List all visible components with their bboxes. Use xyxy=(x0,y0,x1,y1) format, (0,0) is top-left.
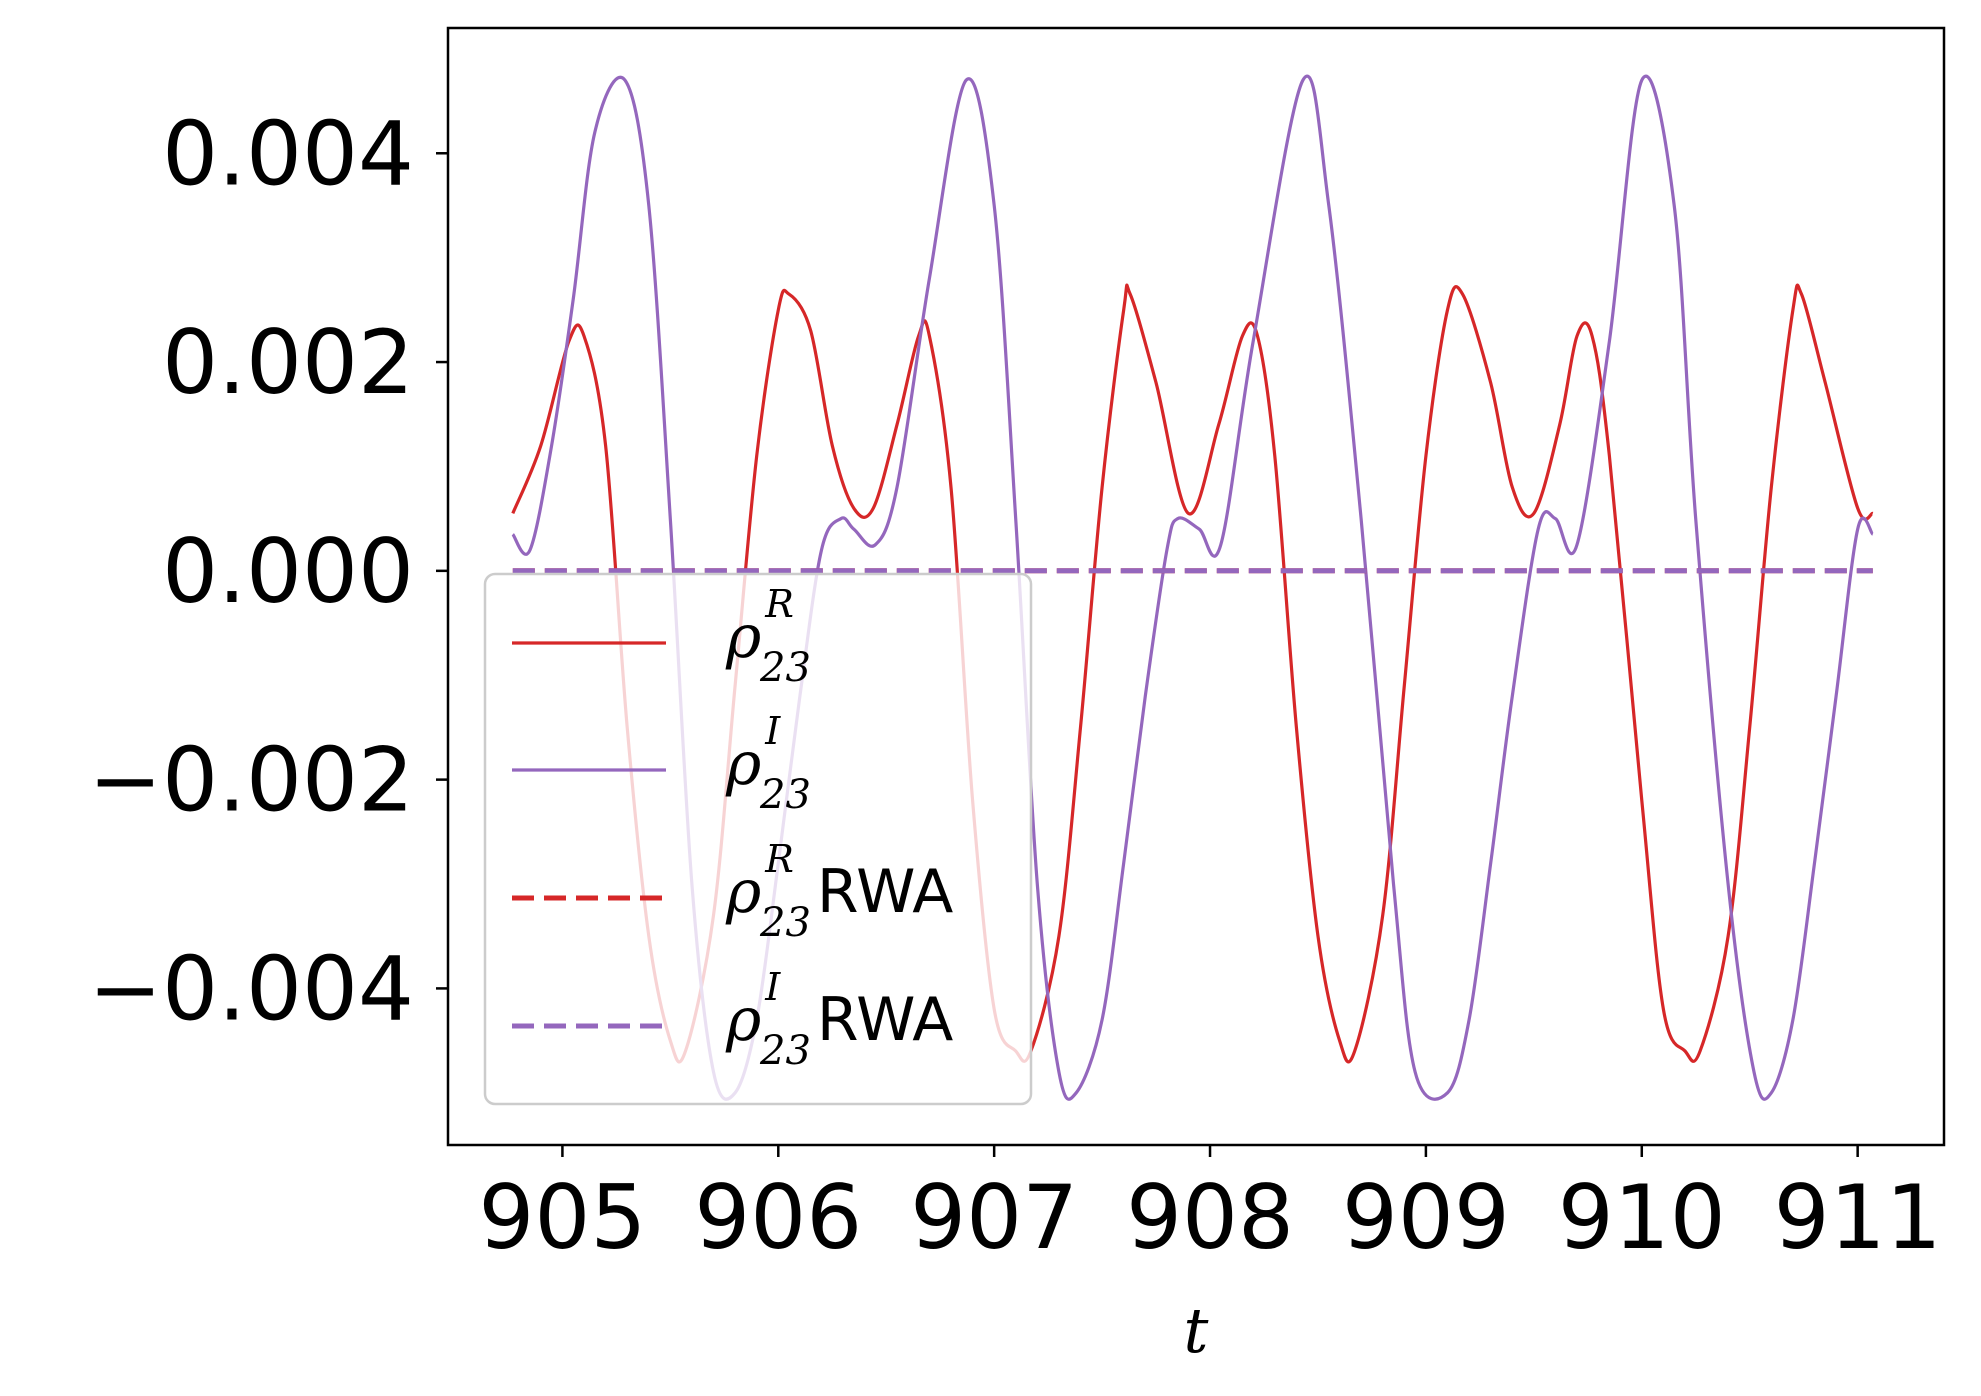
x-tick-label: 910 xyxy=(1558,1166,1726,1269)
legend: ρ R 23 ρ I 23 ρ R 23 RWA ρ I 23 RWA xyxy=(483,572,1033,1106)
x-tick-label: 909 xyxy=(1342,1166,1510,1269)
x-axis: 905 906 907 908 909 910 911 xyxy=(478,1145,1942,1269)
legend-label-2: ρ R 23 RWA xyxy=(725,837,953,946)
y-tick-label: 0.004 xyxy=(162,102,414,205)
x-tick-label: 906 xyxy=(694,1166,862,1269)
legend-label-1: ρ I 23 xyxy=(725,709,811,818)
legend-label-0: ρ R 23 xyxy=(725,582,811,691)
legend-label-3: ρ I 23 RWA xyxy=(725,965,953,1074)
y-tick-label: −0.004 xyxy=(88,937,414,1040)
x-tick-label: 907 xyxy=(910,1166,1078,1269)
x-axis-label: t xyxy=(1184,1294,1209,1367)
y-tick-label: −0.002 xyxy=(88,729,414,832)
x-tick-label: 905 xyxy=(478,1166,646,1269)
x-tick-label: 911 xyxy=(1774,1166,1942,1269)
x-tick-label: 908 xyxy=(1126,1166,1294,1269)
y-tick-label: 0.000 xyxy=(162,520,414,623)
plot-frame xyxy=(446,26,1946,1147)
y-axis: 0.004 0.002 0.000 −0.002 −0.004 xyxy=(88,102,448,1040)
legend-box xyxy=(483,572,1033,1106)
y-tick-label: 0.002 xyxy=(162,311,414,414)
